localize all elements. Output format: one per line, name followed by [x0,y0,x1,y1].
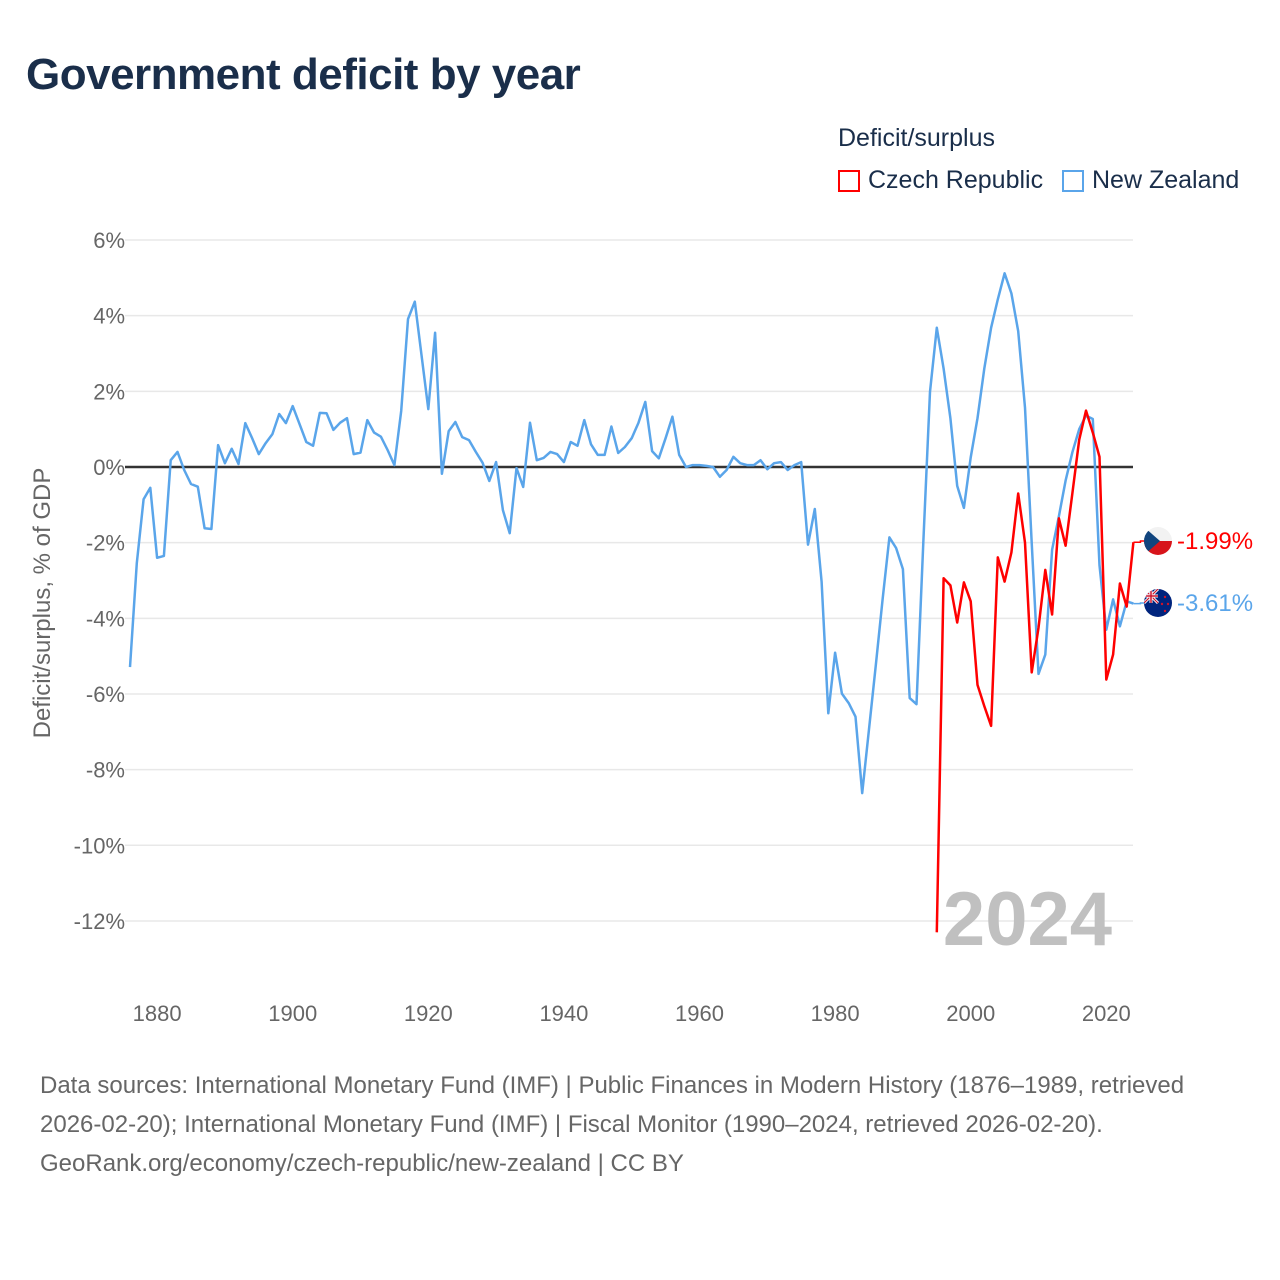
line-chart: 6% 4% 2% 0% -2% -4% -6% -8% -10% -12% 1880 1900 192… [29,228,1253,1026]
end-connector [1133,602,1146,605]
y-tick-label: -4% [86,606,125,631]
y-axis-label: Deficit/surplus, % of GDP [29,468,56,739]
y-tick-label: -6% [86,682,125,707]
y-tick-label: 2% [93,379,125,404]
legend-item-czech-republic[interactable]: Czech Republic [838,166,1043,195]
x-tick-label: 1940 [539,1001,588,1026]
end-connector [1133,540,1146,544]
footer: Data sources: International Monetary Fun… [40,1066,1240,1183]
y-tick-label: 6% [93,228,125,253]
legend-item-new-zealand[interactable]: New Zealand [1062,166,1239,195]
x-tick-label: 2000 [946,1001,995,1026]
credit-link[interactable]: GeoRank.org/economy/czech-republic/new-z… [40,1150,684,1177]
legend-label-nz: New Zealand [1092,166,1240,194]
legend-title: Deficit/surplus [838,124,995,152]
y-tick-label: 0% [93,455,125,480]
series-line-czech-republic [935,409,1135,933]
legend-swatch-nz [1062,169,1084,192]
y-tick-label: -10% [74,833,125,858]
x-tick-label: 1920 [404,1001,453,1026]
x-tick-label: 1880 [133,1001,182,1026]
legend-swatch-czech [838,169,860,192]
y-tick-label: -12% [74,909,125,934]
y-tick-label: -2% [86,531,125,556]
y-tick-label: 4% [93,304,125,329]
y-tick-label: -8% [86,758,125,783]
x-tick-label: 1900 [268,1001,317,1026]
legend-label-czech: Czech Republic [868,166,1044,194]
current-year-watermark: 2024 [943,877,1112,962]
czech-end-value-label: -1.99% [1177,528,1253,555]
x-tick-label: 2020 [1082,1001,1131,1026]
x-tick-label: 1980 [811,1001,860,1026]
chart-title: Government deficit by year [26,50,581,99]
nz-end-value-label: -3.61% [1177,590,1253,617]
x-tick-label: 1960 [675,1001,724,1026]
new-zealand-flag-icon [1144,589,1172,617]
czech-flag-icon [1144,527,1172,555]
series-line-new-zealand [128,272,1134,795]
data-sources: Data sources: International Monetary Fun… [40,1072,1185,1138]
